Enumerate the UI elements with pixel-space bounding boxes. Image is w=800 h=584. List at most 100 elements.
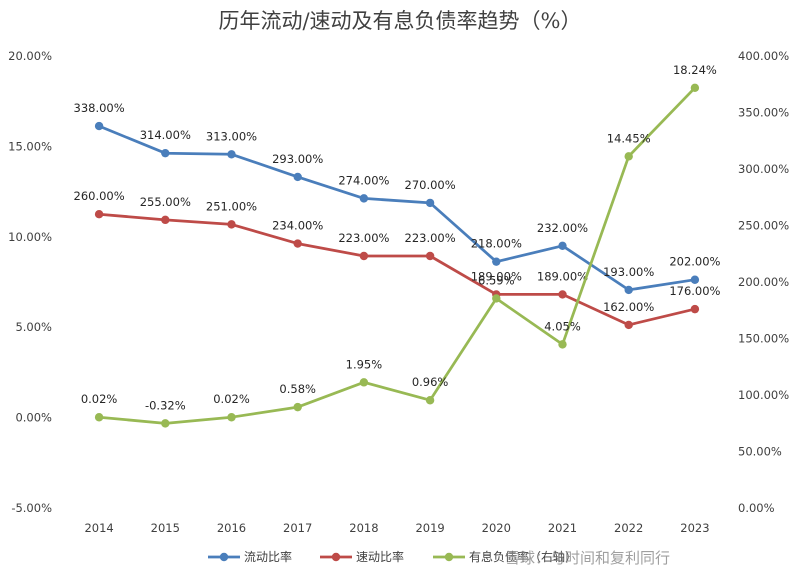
data-label: 234.00%: [272, 219, 323, 233]
legend-label: 流动比率: [244, 549, 292, 564]
data-point: [359, 378, 369, 387]
left-axis-tick-label: 20.00%: [8, 49, 52, 63]
data-point: [690, 83, 700, 93]
data-point: [359, 194, 369, 203]
left-axis-tick-label: 5.00%: [15, 320, 52, 334]
data-label: 189.00%: [537, 269, 588, 283]
data-point: [359, 251, 369, 261]
series-line: [97, 86, 697, 425]
x-axis-tick-label: 2015: [151, 521, 180, 535]
x-axis-tick-label: 2021: [548, 521, 577, 535]
data-label: 6.59%: [478, 273, 515, 287]
data-label: 0.02%: [81, 392, 118, 406]
data-point: [94, 121, 104, 131]
right-axis-tick-label: 100.00%: [738, 388, 789, 402]
data-point: [227, 413, 236, 422]
right-axis-tick-label: 400.00%: [738, 49, 789, 63]
right-axis-tick-label: 350.00%: [738, 106, 789, 120]
right-axis-tick-label: 50.00%: [738, 445, 782, 459]
data-point: [492, 257, 501, 266]
data-label: 314.00%: [140, 128, 191, 142]
chart-title: 历年流动/速动及有息负债率趋势（%）: [218, 9, 581, 33]
data-label: 162.00%: [603, 300, 654, 314]
left-axis: 20.00% 15.00% 10.00% 5.00% 0.00% -5.00%: [8, 49, 52, 515]
series-line: [97, 212, 697, 327]
x-axis-tick-label: 2018: [349, 521, 378, 535]
right-axis-tick-label: 250.00%: [738, 219, 789, 233]
series-line: [97, 124, 697, 292]
data-label: 274.00%: [338, 173, 389, 187]
data-point: [624, 152, 633, 161]
x-axis-tick-label: 2022: [614, 521, 643, 535]
legend-label: 有息负债率（右轴）: [469, 549, 577, 564]
legend-swatch-marker: [444, 552, 454, 562]
legend-item[interactable]: 流动比率: [208, 549, 292, 564]
left-axis-tick-label: 0.00%: [15, 411, 52, 425]
right-axis-tick-label: 0.00%: [738, 501, 775, 515]
data-point: [558, 340, 567, 349]
data-label: 189.00%: [471, 269, 522, 283]
data-point: [227, 150, 236, 159]
data-label: 193.00%: [603, 265, 654, 279]
series-layer: 338.00% 314.00% 313.00% 293.00% 274.00% 270.0…: [74, 63, 721, 428]
data-point: [94, 210, 104, 219]
data-label: 0.96%: [412, 375, 449, 389]
x-axis-tick-label: 2020: [482, 521, 511, 535]
data-label: 293.00%: [272, 152, 323, 166]
data-point: [492, 294, 501, 303]
data-point: [690, 304, 700, 314]
data-label: 223.00%: [338, 231, 389, 245]
data-point: [293, 402, 302, 412]
left-axis-tick-label: 15.00%: [8, 139, 52, 153]
data-point: [624, 320, 633, 330]
watermark-text: 雪球：与时间和复利同行: [505, 549, 670, 567]
data-label: 260.00%: [74, 189, 125, 203]
x-axis-tick-label: 2014: [84, 521, 113, 535]
data-point: [293, 172, 302, 182]
x-axis-tick-label: 2019: [415, 521, 444, 535]
data-point: [558, 241, 567, 251]
data-label: 0.58%: [279, 382, 316, 396]
data-label: 1.95%: [346, 357, 383, 371]
data-label: 4.05%: [544, 319, 581, 333]
data-label: 14.45%: [607, 131, 651, 145]
data-point: [624, 285, 633, 295]
data-label: 255.00%: [140, 195, 191, 209]
data-label: 270.00%: [405, 178, 456, 192]
data-label: 232.00%: [537, 221, 588, 235]
data-point: [690, 275, 700, 284]
right-axis: 400.00% 350.00% 300.00% 250.00% 200.00% 150.0…: [738, 49, 789, 515]
data-label: 0.02%: [213, 392, 250, 406]
legend[interactable]: 流动比率 速动比率 有息负债率（右轴）: [208, 549, 577, 564]
series-2: 260.00% 255.00% 251.00% 234.00% 223.00% 223.0…: [74, 189, 721, 330]
legend-label: 速动比率: [356, 549, 404, 564]
data-label: 218.00%: [471, 237, 522, 251]
data-point: [161, 215, 170, 225]
data-point: [425, 198, 435, 208]
data-label: 223.00%: [405, 231, 456, 245]
data-label: 202.00%: [669, 255, 720, 269]
left-axis-tick-label: -5.00%: [11, 501, 52, 515]
data-label: 251.00%: [206, 199, 257, 213]
data-point: [161, 148, 170, 158]
left-axis-tick-label: 10.00%: [8, 230, 52, 244]
data-point: [425, 251, 435, 261]
data-label: 176.00%: [669, 284, 720, 298]
data-point: [94, 413, 104, 422]
legend-item[interactable]: 速动比率: [320, 549, 404, 564]
data-point: [227, 220, 236, 229]
legend-swatch-marker: [331, 552, 341, 562]
data-point: [161, 419, 170, 428]
legend-item[interactable]: 有息负债率（右轴）: [433, 549, 577, 564]
x-axis-tick-label: 2023: [680, 521, 709, 535]
series-3: 0.02% -0.32% 0.02% 0.58% 1.95% 0.96% 6.59% 4.05…: [81, 63, 717, 428]
right-axis-tick-label: 300.00%: [738, 162, 789, 176]
data-point: [558, 290, 567, 299]
right-axis-tick-label: 150.00%: [738, 332, 789, 346]
data-point: [293, 239, 302, 248]
data-label: -0.32%: [145, 398, 186, 412]
series-1: 338.00% 314.00% 313.00% 293.00% 274.00% 270.0…: [74, 101, 721, 295]
x-axis-tick-label: 2016: [217, 521, 246, 535]
right-axis-tick-label: 200.00%: [738, 275, 789, 289]
